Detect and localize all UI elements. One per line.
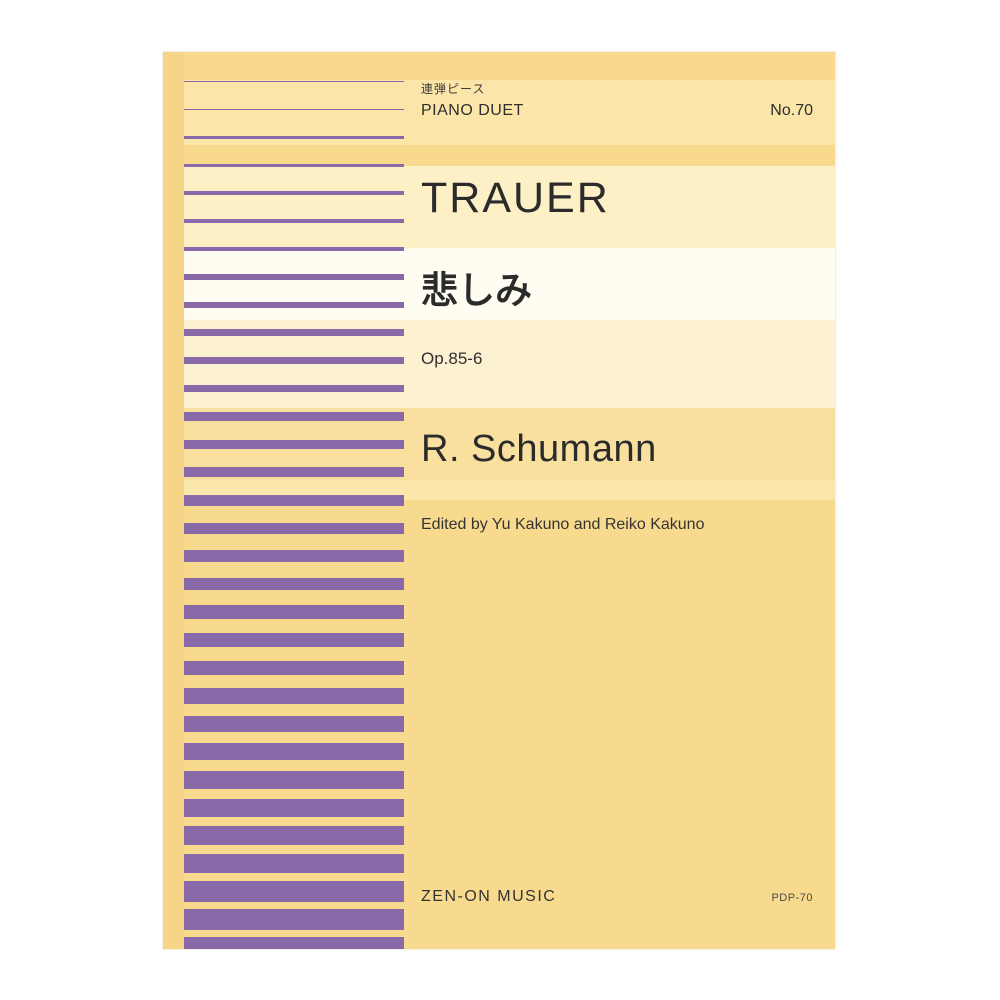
purple-stripe	[184, 550, 404, 563]
purple-stripe	[184, 412, 404, 421]
issue-number: No.70	[770, 102, 813, 119]
color-band	[163, 248, 835, 320]
color-band	[163, 145, 835, 166]
publisher-name: ZEN-ON MUSIC	[421, 888, 557, 905]
series-label-english: PIANO DUET	[421, 102, 524, 119]
opus-number: Op.85-6	[421, 349, 483, 368]
purple-stripe	[184, 771, 404, 789]
purple-stripe	[184, 219, 404, 224]
series-label-japanese: 連弾ピース	[421, 82, 486, 96]
purple-stripe	[184, 246, 404, 252]
purple-stripe	[184, 191, 404, 195]
purple-stripe	[184, 136, 404, 139]
purple-stripe	[184, 495, 404, 506]
purple-stripe	[184, 81, 404, 83]
color-band	[163, 166, 835, 248]
purple-stripe	[184, 357, 404, 365]
purple-stripe	[184, 108, 404, 111]
purple-stripe	[184, 605, 404, 619]
title-german: TRAUER	[421, 174, 610, 222]
color-band	[163, 80, 835, 145]
composer-name: R. Schumann	[421, 428, 657, 470]
purple-stripe	[184, 715, 404, 732]
purple-stripe	[184, 633, 404, 647]
purple-stripe	[184, 660, 404, 676]
purple-stripe	[184, 329, 404, 336]
editor-credits: Edited by Yu Kakuno and Reiko Kakuno	[421, 516, 705, 533]
purple-stripe	[184, 577, 404, 591]
color-band	[163, 52, 835, 80]
purple-stripe	[184, 909, 404, 931]
purple-stripe	[184, 798, 404, 817]
sheet-music-cover: 連弾ピース PIANO DUET No.70 TRAUER 悲しみ Op.85-…	[163, 52, 835, 949]
purple-stripe	[184, 853, 404, 874]
purple-stripe	[184, 163, 404, 167]
purple-stripe	[184, 826, 404, 846]
purple-stripe	[184, 936, 404, 949]
purple-stripe	[184, 384, 404, 393]
title-japanese: 悲しみ	[421, 270, 532, 311]
catalog-number: PDP-70	[771, 892, 813, 904]
purple-stripe	[184, 301, 404, 308]
purple-stripe	[184, 439, 404, 449]
purple-stripe	[184, 743, 404, 761]
left-margin-strip	[163, 52, 184, 949]
purple-stripe	[184, 881, 404, 902]
purple-stripe	[184, 467, 404, 478]
purple-stripe	[184, 522, 404, 534]
purple-stripe	[184, 274, 404, 280]
purple-stripe	[184, 688, 404, 704]
purple-stripe-pattern	[184, 52, 404, 949]
